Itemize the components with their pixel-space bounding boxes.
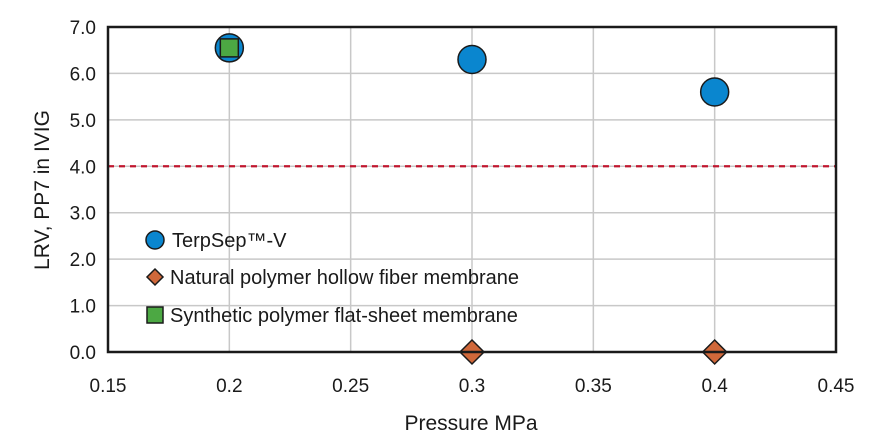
x-tick-label: 0.15 [90, 376, 127, 397]
x-axis-title: Pressure MPa [404, 412, 537, 435]
y-tick-label: 3.0 [70, 204, 96, 225]
x-tick-label: 0.3 [459, 376, 485, 397]
plot-border [106, 25, 838, 354]
legend: TerpSep™-V Natural polymer hollow fiber m… [145, 230, 519, 327]
legend-marker [145, 230, 165, 250]
x-tick-label: 0.45 [818, 376, 855, 397]
x-tick-label: 0.4 [701, 376, 728, 397]
grid [108, 27, 836, 352]
y-tick-label: 0.0 [70, 343, 96, 364]
legend-label: TerpSep™-V [172, 230, 287, 252]
y-tick-label: 7.0 [70, 18, 96, 39]
y-tick-label: 4.0 [70, 157, 96, 178]
x-tick-label: 0.35 [575, 376, 612, 397]
legend-label: Natural polymer hollow fiber membrane [170, 267, 519, 289]
y-tick-label: 1.0 [70, 297, 96, 318]
data-points [214, 33, 730, 366]
x-tick-label: 0.25 [332, 376, 369, 397]
y-axis-title: LRV, PP7 in IVIG [31, 110, 54, 270]
y-tick-label: 2.0 [70, 250, 96, 271]
y-tick-label: 5.0 [70, 111, 96, 132]
legend-label: Synthetic polymer flat-sheet membrane [170, 305, 518, 327]
terpsep-point [457, 44, 487, 75]
x-tick-labels: 0.15 0.2 0.25 0.3 0.35 0.4 0.45 [90, 376, 855, 397]
y-tick-labels: 0.0 1.0 2.0 3.0 4.0 5.0 6.0 7.0 [70, 18, 96, 364]
plot-frame [106, 25, 838, 354]
terpsep-point [699, 77, 730, 107]
y-tick-label: 6.0 [70, 64, 96, 85]
legend-marker [145, 267, 165, 287]
x-tick-label: 0.2 [216, 376, 242, 397]
synthetic-membrane-point [219, 38, 240, 58]
legend-marker [146, 306, 164, 324]
